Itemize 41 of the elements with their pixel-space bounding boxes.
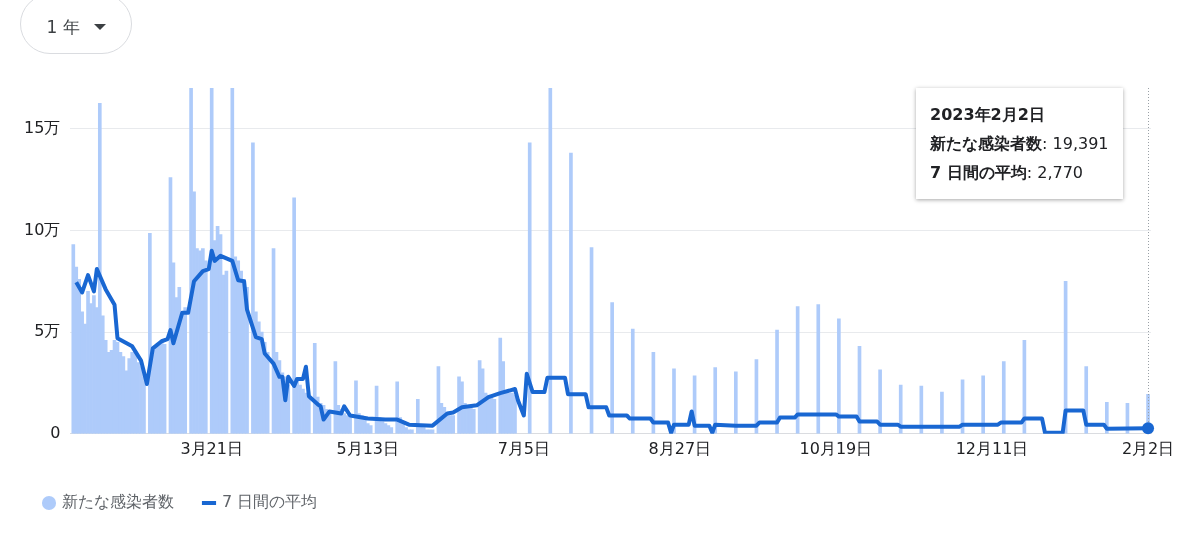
annotation: 2023年2月2日 [930, 105, 1045, 124]
x-tick-label: 7月5日 [497, 438, 550, 458]
bar [251, 142, 255, 434]
bar [97, 102, 102, 434]
bar [569, 152, 573, 434]
bar [816, 304, 821, 434]
bar [940, 391, 944, 434]
annotation: 新たな感染者数: 19,391 [930, 133, 1109, 155]
bar [312, 342, 317, 434]
legend-label: 新たな感染者数 [62, 492, 174, 512]
bar [183, 307, 188, 434]
y-tick-label: 0 [50, 422, 61, 442]
bar [354, 380, 358, 434]
bar [548, 88, 553, 434]
y-tick-label: 10万 [24, 219, 61, 239]
x-tick-label: 12月11日 [955, 438, 1029, 458]
bar [733, 371, 738, 434]
bar [898, 384, 903, 434]
x-tick-label: 8月27日 [648, 438, 712, 458]
bar [630, 328, 635, 434]
x-tick-label: 10月19日 [799, 438, 873, 458]
bar [919, 385, 924, 434]
bar [610, 302, 614, 434]
y-tick-label: 5万 [34, 321, 61, 341]
x-tick-label: 5月13日 [336, 438, 400, 458]
bar [395, 381, 400, 434]
bar [981, 375, 985, 434]
x-tick-label: 3月21日 [180, 438, 243, 458]
annotation: 7 日間の平均: 2,770 [930, 162, 1085, 184]
y-tick-label: 15万 [24, 117, 61, 137]
bar [775, 329, 779, 434]
bar [527, 142, 532, 434]
bar [878, 369, 882, 434]
text: 1 年 [46, 15, 80, 39]
legend-label: 7 日間の平均 [222, 492, 318, 512]
bar [292, 197, 296, 434]
bar [230, 88, 235, 434]
x-tick-label: 2月2日 [1121, 438, 1175, 458]
bar [837, 318, 841, 434]
bar [209, 88, 214, 434]
bar [1001, 361, 1006, 434]
